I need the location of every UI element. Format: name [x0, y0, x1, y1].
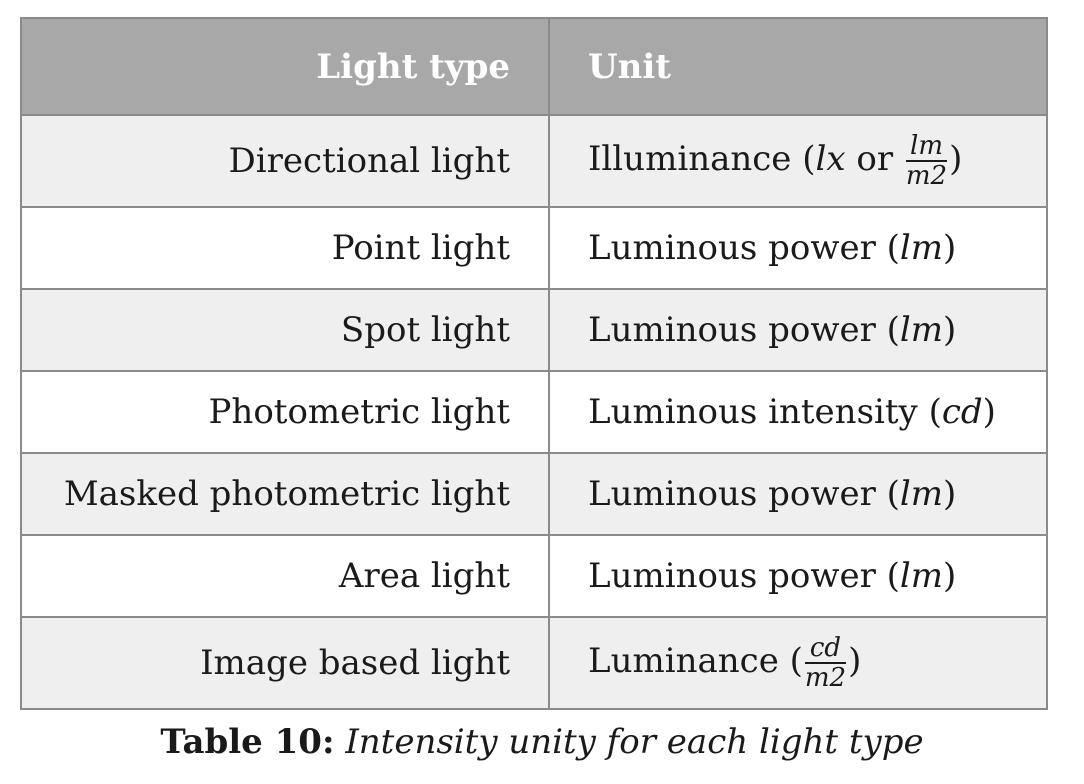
table-row: Photometric light Luminous intensity (cd…: [20, 370, 1048, 454]
unit-close: ): [943, 556, 957, 596]
table-header: Light type Unit: [20, 17, 1048, 116]
unit-fraction: cd m2: [804, 635, 847, 693]
caption-label: Table 10:: [160, 722, 335, 762]
unit-text: Luminous power (: [588, 556, 900, 596]
unit-text: Luminous power (: [588, 228, 900, 268]
light-type-cell: Masked photometric light: [20, 452, 550, 536]
unit-cell: Luminous intensity (cd): [548, 370, 1048, 454]
table-body: Directional light Illuminance (lx or lm m…: [20, 114, 1048, 710]
light-type-cell: Photometric light: [20, 370, 550, 454]
unit-text: Luminous power (: [588, 310, 900, 350]
fraction-denominator: m2: [804, 663, 847, 693]
table-row: Area light Luminous power (lm): [20, 534, 1048, 618]
unit-symbol: lm: [899, 474, 944, 514]
light-type-cell: Image based light: [20, 616, 550, 710]
unit-symbol: lm: [899, 556, 944, 596]
unit-symbol: lx: [815, 139, 846, 179]
unit-text: Luminous power (: [588, 474, 900, 514]
table-row: Spot light Luminous power (lm): [20, 288, 1048, 372]
unit-cell: Luminous power (lm): [548, 452, 1048, 536]
fraction-numerator: cd: [804, 635, 847, 664]
light-type-cell: Point light: [20, 206, 550, 290]
unit-cell: Illuminance (lx or lm m2): [548, 114, 1048, 208]
header-unit: Unit: [548, 17, 1048, 116]
fraction-numerator: lm: [905, 133, 948, 162]
table-row: Point light Luminous power (lm): [20, 206, 1048, 290]
unit-close: ): [943, 310, 957, 350]
unit-cell: Luminance (cd m2): [548, 616, 1048, 710]
unit-text: Illuminance (: [588, 139, 816, 179]
light-type-cell: Area light: [20, 534, 550, 618]
unit-symbol: lm: [899, 310, 944, 350]
unit-cell: Luminous power (lm): [548, 534, 1048, 618]
table-row: Directional light Illuminance (lx or lm m…: [20, 114, 1048, 208]
table-row: Image based light Luminance (cd m2): [20, 616, 1048, 710]
unit-cell: Luminous power (lm): [548, 206, 1048, 290]
unit-symbol: cd: [941, 392, 983, 432]
table-row: Masked photometric light Luminous power …: [20, 452, 1048, 536]
unit-text: Luminous intensity (: [588, 392, 942, 432]
header-row: Light type Unit: [20, 17, 1048, 116]
fraction-denominator: m2: [905, 161, 948, 191]
unit-symbol: lm: [899, 228, 944, 268]
header-light-type: Light type: [20, 17, 550, 116]
unit-fraction: lm m2: [905, 133, 948, 191]
unit-close: ): [943, 474, 957, 514]
unit-close: ): [943, 228, 957, 268]
unit-connector: or: [845, 139, 904, 179]
light-type-cell: Spot light: [20, 288, 550, 372]
unit-close: ): [949, 139, 963, 179]
unit-close: ): [982, 392, 996, 432]
unit-cell: Luminous power (lm): [548, 288, 1048, 372]
light-units-table: Light type Unit Directional light Illumi…: [20, 17, 1048, 710]
unit-close: ): [848, 641, 862, 681]
caption-text: Intensity unity for each light type: [345, 722, 924, 762]
unit-text: Luminance (: [588, 641, 803, 681]
table-caption: Table 10: Intensity unity for each light…: [0, 722, 1084, 762]
light-type-cell: Directional light: [20, 114, 550, 208]
